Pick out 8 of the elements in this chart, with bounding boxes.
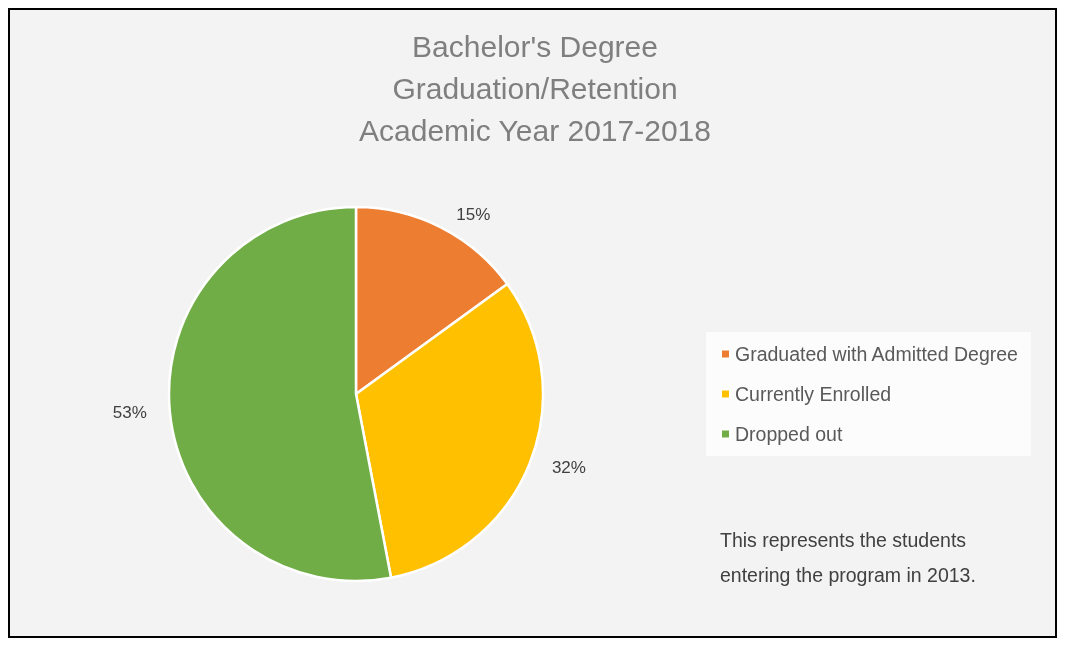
legend-label: Dropped out — [735, 423, 843, 445]
data-label: 15% — [456, 205, 491, 225]
legend-label: Currently Enrolled — [735, 383, 892, 405]
text: This represents the students entering the program in 2013. — [720, 528, 976, 586]
data-label: 53% — [112, 403, 147, 423]
data-label: 32% — [551, 458, 586, 478]
chart-title: Bachelor's Degree Graduation/Retention Academic Year 2017-2018 — [359, 29, 711, 147]
legend-label: Graduated with Admitted Degree — [735, 343, 1018, 365]
